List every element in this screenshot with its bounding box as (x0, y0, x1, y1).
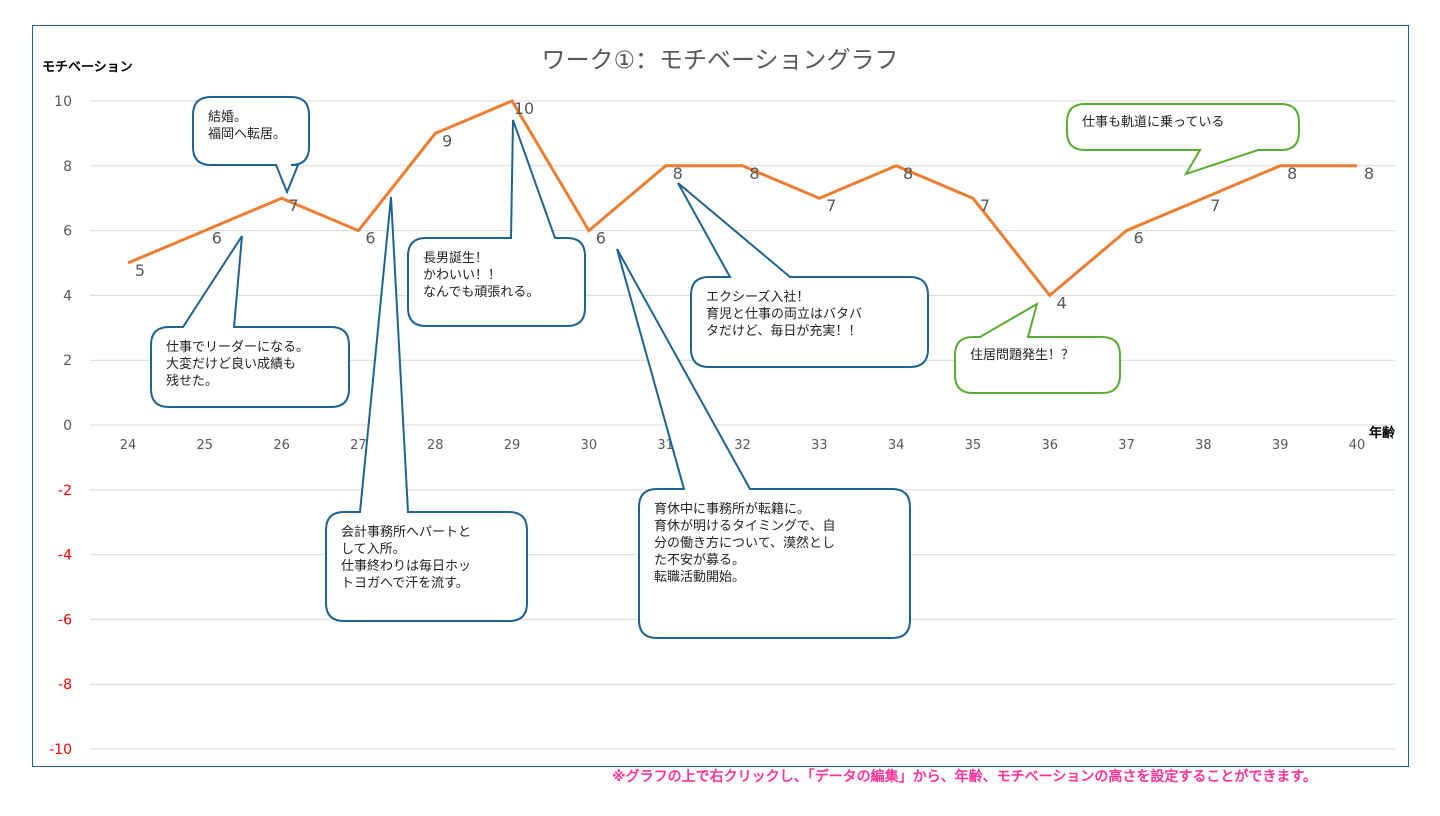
y-tick-label: -6 (58, 612, 72, 628)
x-tick-label: 25 (197, 438, 214, 453)
chart-title: ワーク①：モチベーショングラフ (541, 46, 899, 74)
y-tick-label: 0 (63, 418, 72, 434)
x-tick-label: 40 (1349, 438, 1366, 453)
y-axis-title: モチベーション (42, 60, 133, 75)
data-label: 9 (442, 131, 452, 150)
x-axis-title: 年齢 (1369, 426, 1396, 441)
y-tick-label: 10 (54, 94, 72, 110)
chart-area[interactable] (32, 25, 1409, 767)
y-tick-label: -4 (58, 548, 72, 564)
data-label: 6 (212, 229, 222, 248)
y-tick-label: 4 (63, 288, 72, 304)
data-label: 6 (1133, 229, 1143, 248)
data-label: 8 (673, 164, 683, 183)
x-tick-label: 28 (427, 438, 444, 453)
data-label: 7 (826, 196, 836, 215)
callout-bubble (954, 301, 1121, 394)
data-label: 4 (1057, 293, 1067, 312)
x-tick-label: 27 (350, 438, 367, 453)
y-tick-label: -10 (49, 742, 72, 758)
callout-bubble (150, 235, 350, 408)
callout-bubble (407, 119, 586, 327)
x-tick-label: 30 (581, 438, 598, 453)
callout-bubble (325, 196, 528, 622)
callout-text: 仕事も軌道に乗っている (1082, 115, 1225, 130)
x-tick-label: 33 (811, 438, 828, 453)
data-label: 6 (596, 229, 606, 248)
data-label: 6 (365, 229, 375, 248)
footnote: ※グラフの上で右クリックし、「データの編集」から、年齢、モチベーションの高さを設… (612, 769, 1317, 785)
callout-text: 結婚。 福岡へ転居。 (208, 110, 287, 142)
y-tick-label: -2 (58, 483, 72, 499)
x-tick-label: 39 (1272, 438, 1289, 453)
callout-text: 会計事務所へパートと して入所。 仕事終わりは毎日ホッ トヨガへで汗を流す。 (341, 525, 472, 591)
callout-bubble (1066, 103, 1300, 176)
callout-bubble (677, 182, 929, 368)
y-tick-label: -8 (58, 677, 72, 693)
x-tick-label: 37 (1118, 438, 1135, 453)
x-tick-label: 29 (504, 438, 521, 453)
data-label: 8 (749, 164, 759, 183)
callout-text: 仕事でリーダーになる。 大変だけど良い成績も 残せた。 (166, 340, 310, 389)
x-tick-label: 34 (888, 438, 905, 453)
series-line (127, 99, 1357, 298)
data-label: 5 (135, 261, 145, 280)
callout-text: 住居問題発生！？ (970, 348, 1075, 363)
y-tick-label: 2 (63, 353, 72, 369)
data-label: 7 (1210, 196, 1220, 215)
data-label: 7 (980, 196, 990, 215)
y-tick-label: 6 (63, 224, 72, 240)
x-tick-label: 35 (965, 438, 982, 453)
data-label: 8 (903, 164, 913, 183)
data-label: 8 (1364, 164, 1374, 183)
x-tick-label: 24 (120, 438, 137, 453)
callout-text: エクシーズ入社！ 育児と仕事の両立はバタバ タだけど、毎日が充実！！ (706, 290, 863, 339)
callout-text: 育休中に事務所が転籍に。 育休が明けるタイミングで、自 分の働き方について、漠然… (654, 502, 836, 585)
x-tick-label: 36 (1041, 438, 1058, 453)
callout-bubble (616, 248, 911, 639)
data-label: 10 (514, 99, 534, 118)
data-label: 7 (289, 196, 299, 215)
data-label: 8 (1287, 164, 1297, 183)
x-tick-label: 38 (1195, 438, 1212, 453)
callout-text: 長男誕生！ かわいい！！ なんでも頑張れる。 (423, 251, 540, 300)
callout-bubble (192, 96, 310, 195)
x-tick-label: 32 (734, 438, 751, 453)
x-tick-label: 26 (273, 438, 290, 453)
y-tick-label: 8 (63, 159, 72, 175)
